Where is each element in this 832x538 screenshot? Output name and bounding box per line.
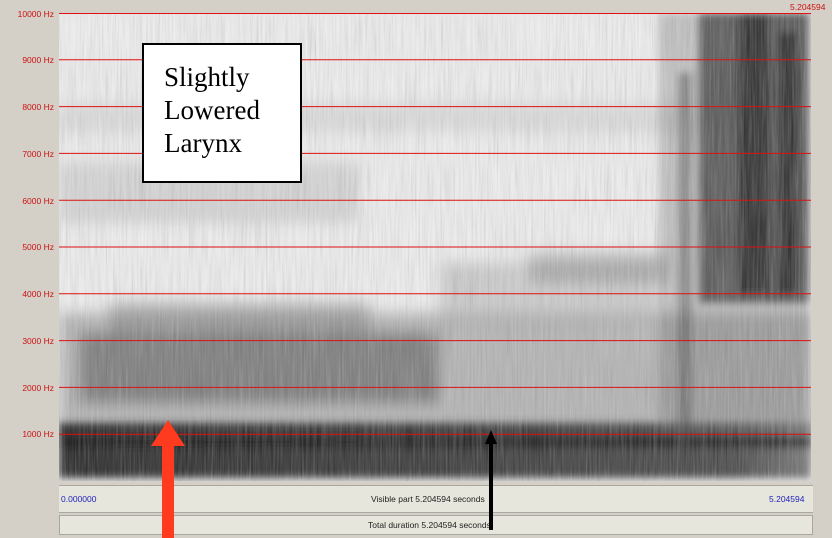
time-start-label: 0.000000: [61, 494, 97, 504]
spectrogram-image: [59, 13, 811, 481]
y-axis-label-6000: 6000 Hz: [22, 196, 54, 206]
y-axis-label-1000: 1000 Hz: [22, 429, 54, 439]
time-end-label: 5.204594: [769, 494, 805, 504]
y-axis-label-8000: 8000 Hz: [22, 102, 54, 112]
y-axis-label-5000: 5000 Hz: [22, 242, 54, 252]
y-axis-label-9000: 9000 Hz: [22, 55, 54, 65]
y-axis-label-4000: 4000 Hz: [22, 289, 54, 299]
total-duration-bar[interactable]: Total duration 5.204594 seconds: [59, 515, 813, 535]
y-axis-label-10000: 10000 Hz: [17, 9, 54, 19]
visible-part-bar[interactable]: 0.000000 Visible part 5.204594 seconds 5…: [59, 485, 813, 513]
title-line-1: Slightly: [164, 62, 250, 92]
title-line-2: Lowered: [164, 95, 260, 125]
total-duration-label: Total duration 5.204594 seconds: [368, 520, 491, 530]
y-axis-label-2000: 2000 Hz: [22, 383, 54, 393]
visible-part-label: Visible part 5.204594 seconds: [371, 494, 485, 504]
y-axis-label-7000: 7000 Hz: [22, 149, 54, 159]
annotation-title-box: Slightly Lowered Larynx: [142, 43, 302, 183]
red-arrow-icon: [151, 420, 185, 538]
title-line-3: Larynx: [164, 128, 242, 158]
top-right-time-label: 5.204594: [790, 2, 826, 12]
spectrogram-plot[interactable]: [59, 13, 811, 481]
black-arrow-icon: [485, 430, 497, 530]
y-axis-label-3000: 3000 Hz: [22, 336, 54, 346]
